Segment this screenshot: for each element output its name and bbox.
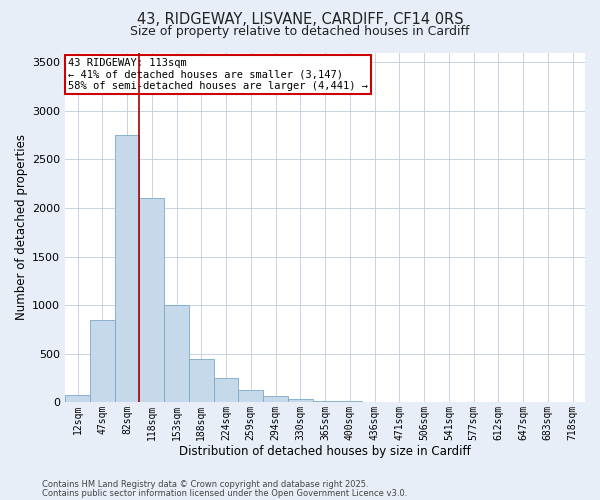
Bar bbox=[214, 378, 238, 402]
Text: Contains HM Land Registry data © Crown copyright and database right 2025.: Contains HM Land Registry data © Crown c… bbox=[42, 480, 368, 489]
Bar bbox=[238, 390, 263, 402]
X-axis label: Distribution of detached houses by size in Cardiff: Distribution of detached houses by size … bbox=[179, 444, 471, 458]
Bar bbox=[189, 358, 214, 403]
Bar bbox=[164, 305, 189, 402]
Bar bbox=[313, 400, 337, 402]
Text: 43 RIDGEWAY: 113sqm
← 41% of detached houses are smaller (3,147)
58% of semi-det: 43 RIDGEWAY: 113sqm ← 41% of detached ho… bbox=[68, 58, 368, 91]
Bar bbox=[115, 135, 139, 402]
Text: Size of property relative to detached houses in Cardiff: Size of property relative to detached ho… bbox=[130, 25, 470, 38]
Bar bbox=[90, 320, 115, 402]
Bar bbox=[288, 400, 313, 402]
Y-axis label: Number of detached properties: Number of detached properties bbox=[15, 134, 28, 320]
Text: 43, RIDGEWAY, LISVANE, CARDIFF, CF14 0RS: 43, RIDGEWAY, LISVANE, CARDIFF, CF14 0RS bbox=[137, 12, 463, 28]
Text: Contains public sector information licensed under the Open Government Licence v3: Contains public sector information licen… bbox=[42, 488, 407, 498]
Bar bbox=[65, 395, 90, 402]
Bar bbox=[139, 198, 164, 402]
Bar bbox=[263, 396, 288, 402]
